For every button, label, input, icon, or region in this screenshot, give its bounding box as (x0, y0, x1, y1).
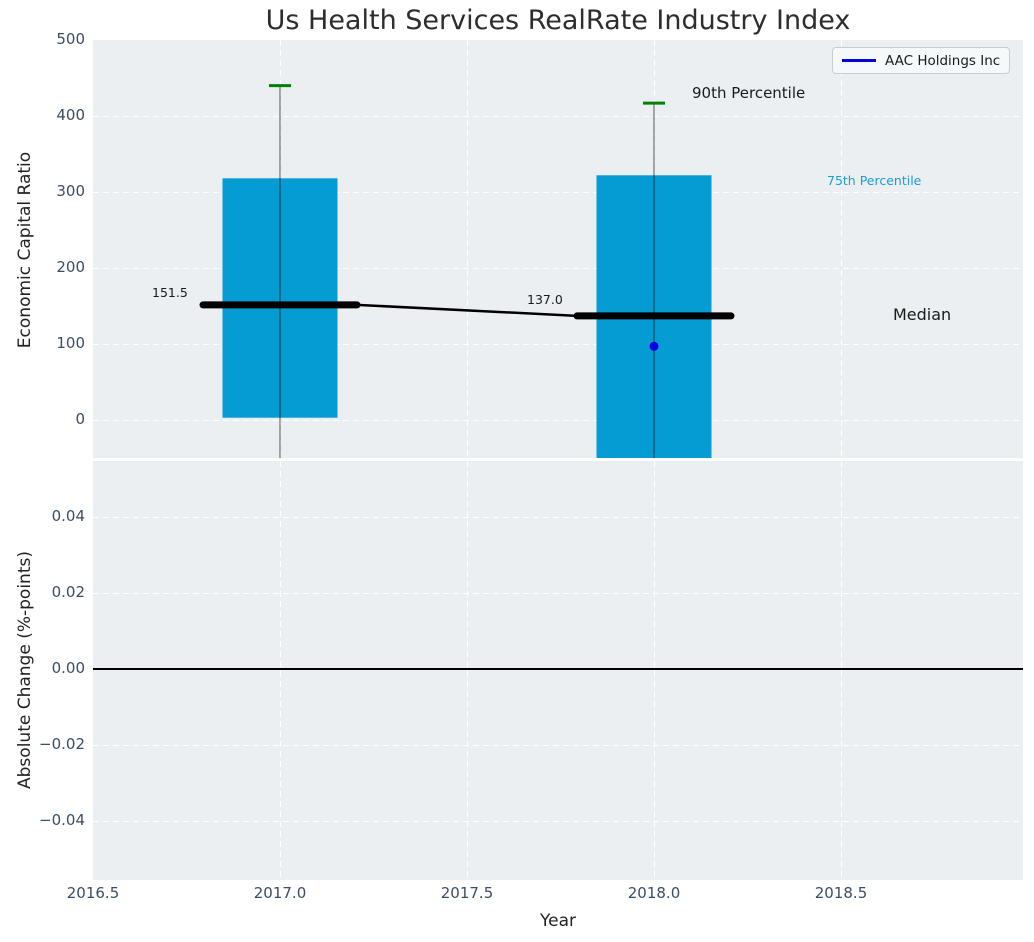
top-y-tick-label: 200 (56, 258, 85, 276)
bottom-y-tick-label: 0.02 (51, 583, 85, 601)
top-y-tick-label: 300 (56, 182, 85, 200)
bottom-y-tick-label: 0.04 (51, 507, 85, 525)
x-tick-label: 2016.5 (66, 884, 120, 902)
annotation-90th-percentile: 90th Percentile (692, 84, 806, 102)
gridline-h (93, 419, 1023, 421)
gridline-v (466, 40, 468, 458)
gridline-v (279, 461, 281, 880)
bottom-y-tick-label: −0.02 (39, 735, 85, 753)
top-y-tick-label: 500 (56, 30, 85, 48)
top-y-tick-label: 100 (56, 334, 85, 352)
bottom-y-tick-label: −0.04 (39, 811, 85, 829)
gridline-h (93, 191, 1023, 193)
gridline-v (840, 40, 842, 458)
gridline-v (653, 461, 655, 880)
annotation-75th-percentile: 75th Percentile (827, 173, 922, 188)
boxplot-canvas (199, 84, 735, 458)
gridline-h (93, 343, 1023, 345)
gridline-v (840, 461, 842, 880)
x-tick-label: 2018.5 (814, 884, 868, 902)
legend: AAC Holdings Inc (832, 47, 1011, 74)
company-point (649, 341, 659, 351)
gridline-v (466, 461, 468, 880)
legend-label: AAC Holdings Inc (885, 52, 1001, 69)
zero-reference-line (93, 668, 1023, 670)
gridline-h (93, 115, 1023, 117)
top-y-tick-label: 0 (75, 410, 85, 428)
median-trend-line (356, 303, 578, 318)
median-value-label-2017: 151.5 (152, 285, 188, 300)
chart-title: Us Health Services RealRate Industry Ind… (265, 5, 851, 36)
annotation-median: Median (893, 305, 952, 324)
x-tick-label: 2017.5 (440, 884, 494, 902)
top-axes-boxplot (93, 40, 1023, 458)
top-y-axis-label: Economic Capital Ratio (15, 151, 35, 349)
gridline-h (93, 592, 1023, 594)
gridline-h (93, 267, 1023, 269)
legend-line-swatch (842, 59, 876, 62)
x-tick-label: 2017.0 (253, 884, 307, 902)
x-axis-label: Year (540, 911, 576, 931)
bottom-axes-change (93, 461, 1023, 880)
gridline-h (93, 516, 1023, 518)
top-y-tick-label: 400 (56, 106, 85, 124)
x-tick-label: 2018.0 (627, 884, 681, 902)
gridline-h (93, 820, 1023, 822)
gridline-h (93, 744, 1023, 746)
median-value-label-2018: 137.0 (527, 292, 563, 307)
bottom-y-tick-label: 0.00 (51, 659, 85, 677)
